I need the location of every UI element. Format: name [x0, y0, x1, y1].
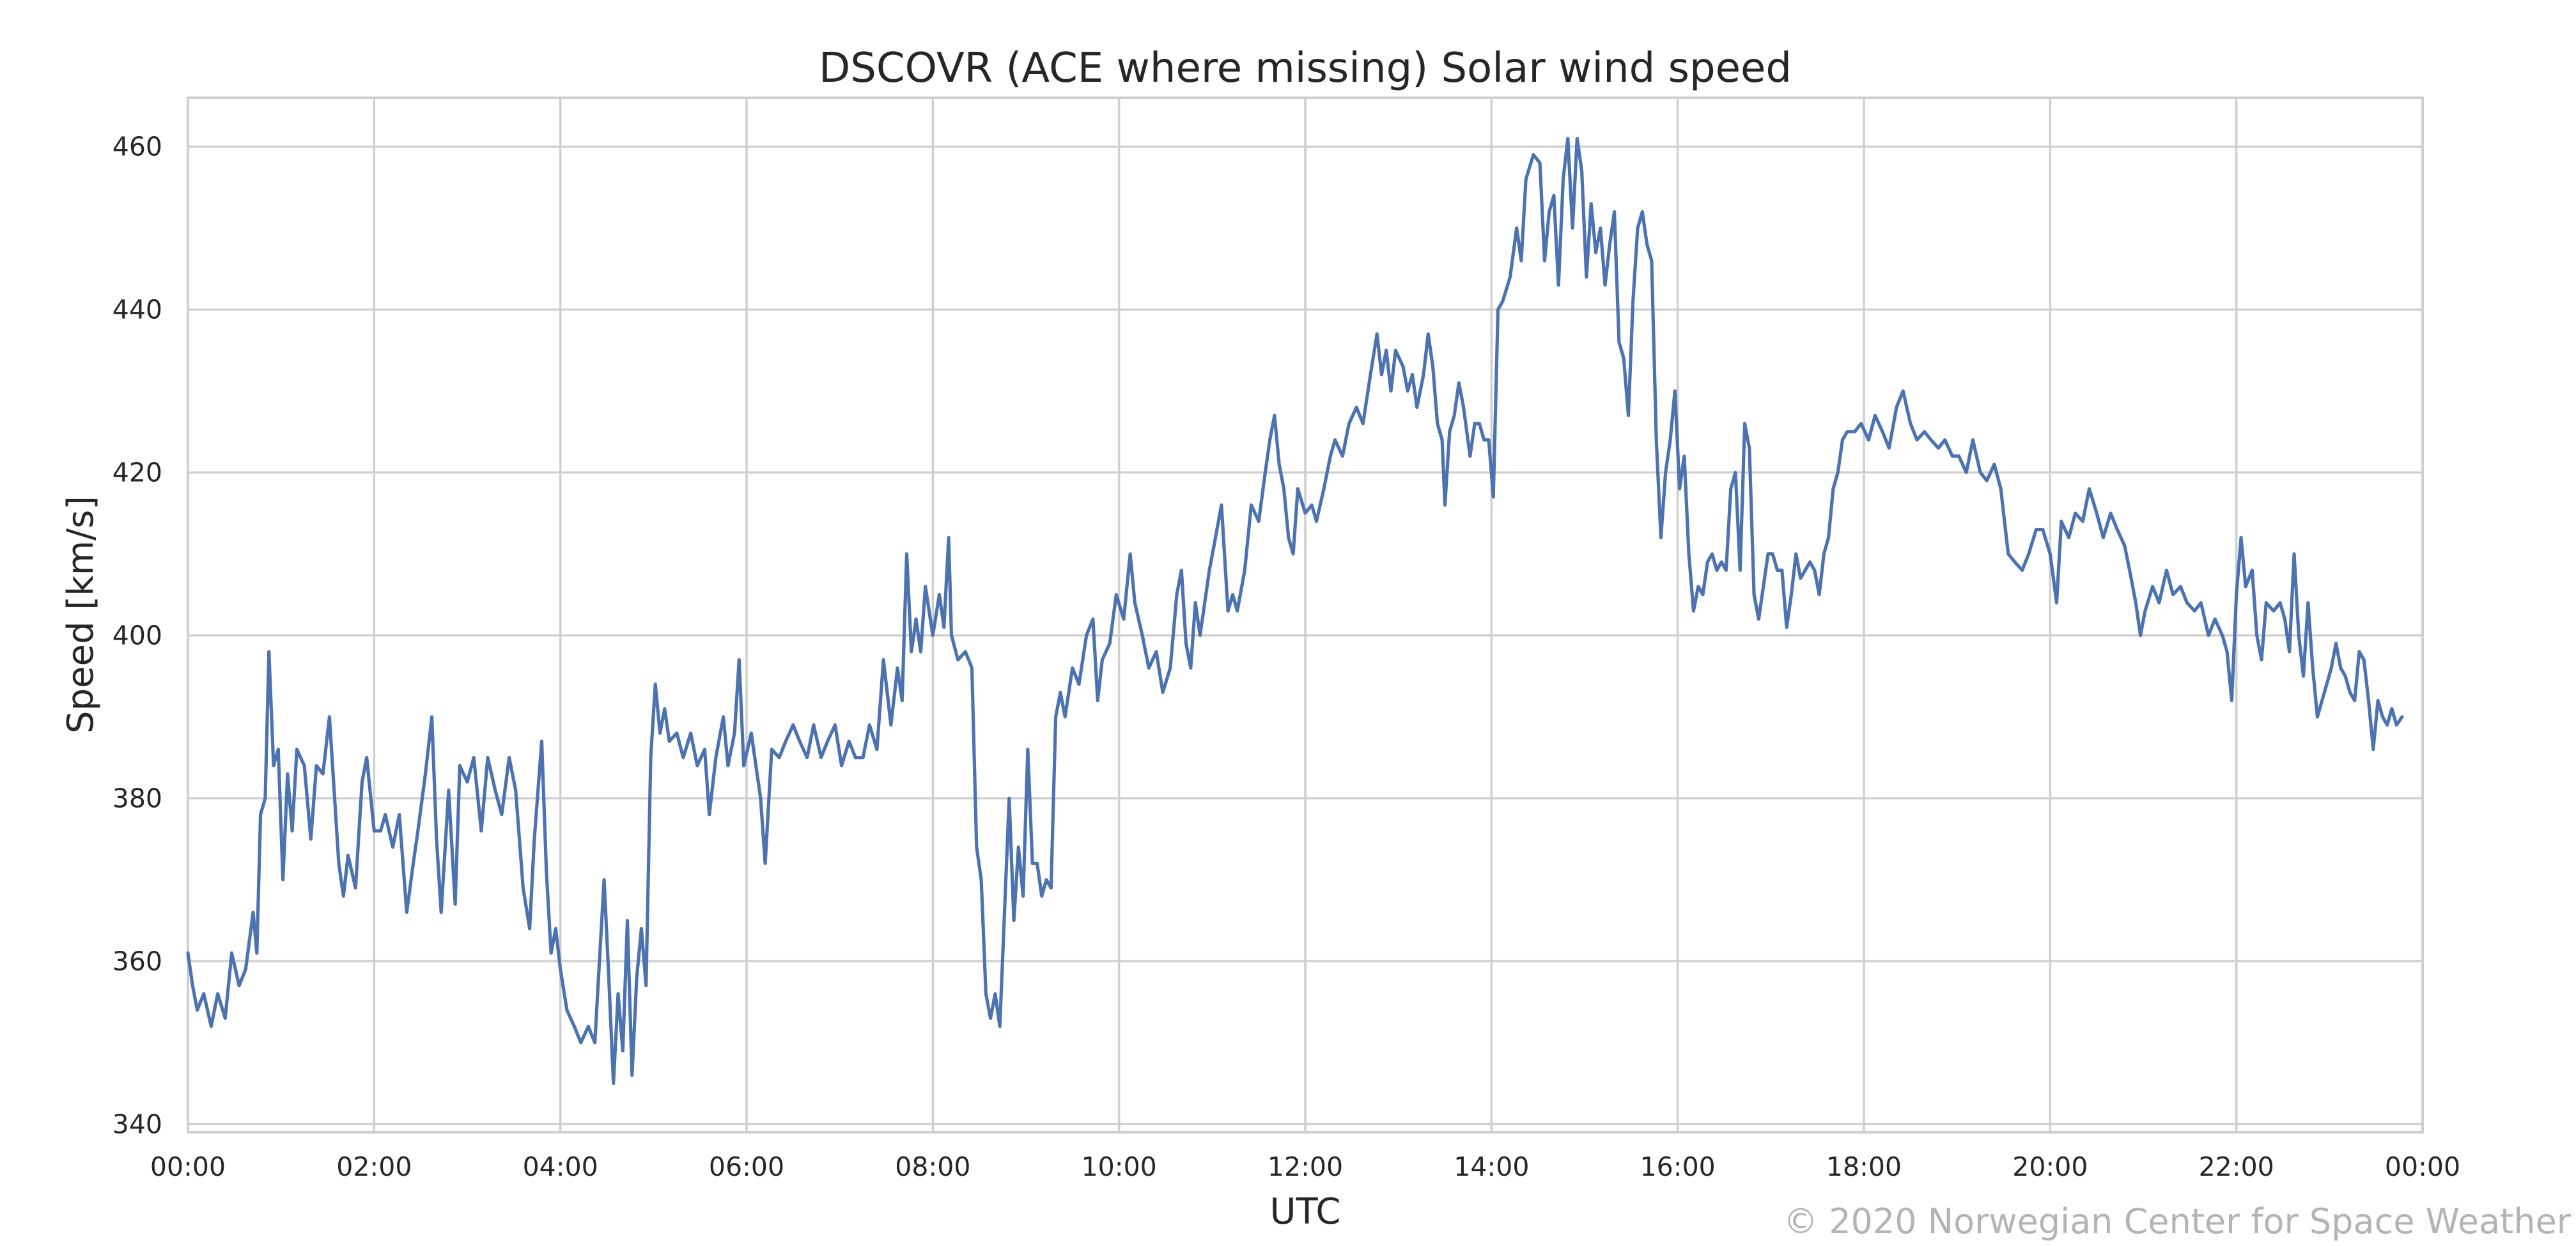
y-tick-label: 420	[113, 457, 162, 488]
y-tick-label: 380	[113, 783, 162, 813]
y-tick-label: 440	[113, 294, 162, 325]
x-tick-label: 18:00	[1826, 1151, 1902, 1182]
chart-title: DSCOVR (ACE where missing) Solar wind sp…	[819, 45, 1792, 92]
y-gridlines	[188, 145, 2423, 1126]
x-tick-label: 12:00	[1268, 1151, 1343, 1182]
x-tick-labels: 00:00 02:00 04:00 06:00 08:00 10:00 12:00 14:00…	[150, 1151, 2460, 1182]
y-tick-label: 460	[113, 131, 162, 162]
plot-frame	[187, 96, 2424, 1134]
x-tick-label: 14:00	[1454, 1151, 1529, 1182]
y-axis-label: Speed [km/s]	[60, 496, 102, 734]
x-gridlines	[187, 98, 2424, 1132]
solar-wind-speed-line	[186, 137, 2404, 1086]
x-tick-label: 04:00	[523, 1151, 598, 1182]
x-tick-label: 10:00	[1082, 1151, 1157, 1182]
copyright-notice: © 2020 Norwegian Center for Space Weathe…	[1783, 1201, 2572, 1242]
y-tick-labels: 340 360 380 400 420 440 460	[113, 131, 162, 1139]
x-tick-label: 00:00	[150, 1151, 226, 1182]
x-tick-label: 22:00	[2199, 1151, 2274, 1182]
x-tick-label: 06:00	[709, 1151, 784, 1182]
y-tick-label: 400	[113, 620, 162, 650]
x-tick-label: 00:00	[2385, 1151, 2460, 1182]
x-tick-label: 02:00	[336, 1151, 412, 1182]
y-tick-label: 360	[113, 946, 162, 976]
x-tick-label: 08:00	[895, 1151, 970, 1182]
x-tick-label: 16:00	[1640, 1151, 1716, 1182]
x-axis-label: UTC	[1269, 1191, 1340, 1233]
y-tick-label: 340	[113, 1109, 162, 1139]
x-tick-label: 20:00	[2012, 1151, 2088, 1182]
